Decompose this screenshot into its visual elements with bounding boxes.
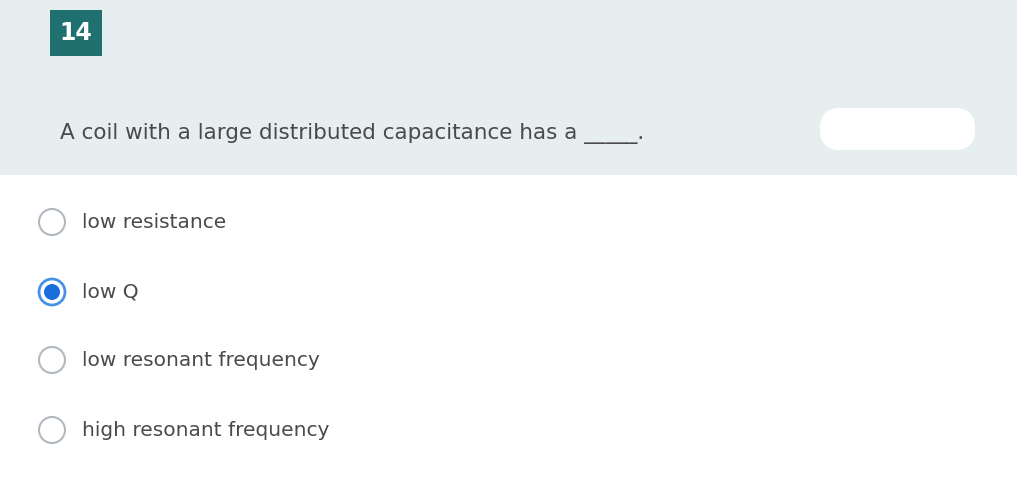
Circle shape [44,284,60,300]
Text: low resistance: low resistance [82,213,226,232]
Circle shape [39,347,65,373]
Text: high resonant frequency: high resonant frequency [82,421,330,439]
Text: low Q: low Q [82,282,138,302]
FancyBboxPatch shape [0,0,1017,175]
Text: A coil with a large distributed capacitance has a _____.: A coil with a large distributed capacita… [60,123,644,144]
FancyBboxPatch shape [50,10,102,56]
Text: low resonant frequency: low resonant frequency [82,350,319,369]
Circle shape [39,279,65,305]
Circle shape [39,209,65,235]
Text: 14: 14 [60,21,93,45]
Circle shape [39,417,65,443]
FancyBboxPatch shape [820,108,975,150]
